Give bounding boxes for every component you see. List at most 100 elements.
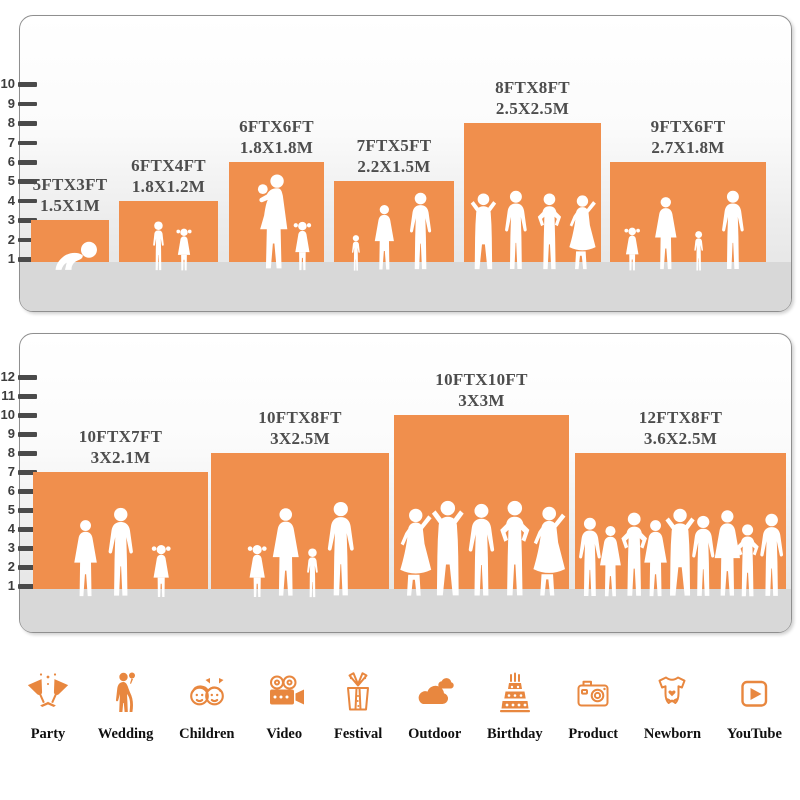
silhouette-crawling-baby [50, 240, 100, 272]
silhouette-girl [623, 226, 641, 272]
ruler-tick-label: 3 [7, 212, 15, 228]
silhouette-woman [652, 196, 680, 272]
backdrop-rect-7ftx5ft [334, 181, 454, 262]
small-backdrops-panel: 10 9 8 7 6 5 4 3 2 1 5FTX3FT 1.5X1M 6FTX4FT 1.8X1.2M 6… [1, 15, 792, 312]
ruler-tick-mark [18, 257, 37, 262]
category-label: Video [266, 726, 303, 742]
category-children: Children [179, 668, 234, 742]
product-icon [569, 668, 617, 720]
backdrop-size-label: 10FTX7FT 3X2.1M [31, 424, 211, 468]
silhouette-man [718, 190, 748, 272]
backdrop-size-label: 7FTX5FT 2.2X1.5M [304, 133, 484, 177]
size-meters-text: 1.5X1M [40, 196, 100, 216]
backdrop-size-label: 10FTX10FT 3X3M [392, 367, 572, 411]
size-meters-text: 2.7X1.8M [651, 138, 725, 157]
size-feet-text: 10FTX10FT [435, 370, 528, 389]
ruler-tick-mark [18, 160, 37, 165]
size-meters-text: 2.2X1.5M [357, 157, 431, 177]
floor-strip [20, 589, 791, 632]
party-icon [24, 668, 72, 720]
ruler-tick-mark [18, 198, 37, 204]
category-label: YouTube [726, 726, 782, 742]
backdrop-rect-10ftx7ft [33, 472, 208, 589]
silhouette-girl [175, 227, 193, 272]
backdrop-size-label: 5FTX3FT 1.5X1M [0, 172, 160, 216]
ruler-tick-mark [18, 470, 37, 475]
backdrop-size-label: 8FTX8FT 2.5X2.5M [443, 75, 623, 119]
ruler-tick-mark [18, 394, 37, 399]
size-feet-text: 6FTX4FT [131, 155, 206, 175]
ruler-tick-mark [18, 121, 37, 126]
ruler-tick-label: 6 [7, 154, 15, 169]
video-icon [260, 668, 308, 720]
ruler-tick-label: 11 [1, 388, 15, 403]
floor-strip [20, 262, 791, 311]
backdrop-size-label: 12FTX8FT 3.6X2.5M [591, 405, 771, 449]
category-wedding: Wedding [98, 668, 153, 742]
silhouette-man [501, 190, 531, 272]
ruler-tick-mark [18, 451, 37, 456]
ruler-tick-label: 7 [7, 134, 15, 150]
size-meters-text: 3X3M [458, 391, 505, 410]
category-youtube: YouTube [727, 668, 782, 742]
category-outdoor: Outdoor [408, 668, 461, 742]
ruler-tick-label: 12 [0, 369, 15, 384]
backdrop-rect-12ftx8ft [575, 453, 786, 589]
ruler-tick-mark [18, 101, 37, 107]
outdoor-icon [411, 668, 459, 720]
ruler-tick-label: 2 [7, 559, 15, 574]
backdrop-rect-6ftx6ft [229, 162, 324, 262]
backdrop-rect-9ftx6ft [610, 162, 766, 262]
silhouette-mother-holding-child [253, 174, 294, 272]
silhouette-man [756, 513, 787, 599]
ruler-tick-label: 4 [7, 192, 15, 208]
silhouette-child [303, 547, 322, 599]
ruler-tick-label: 6 [7, 483, 15, 498]
size-meters-text: 3.6X2.5M [643, 429, 718, 448]
ruler-tick-mark [18, 140, 37, 146]
ruler-tick-label: 5 [7, 173, 15, 189]
size-feet-text: 5FTX3FT [32, 175, 108, 195]
size-feet-text: 9FTX6FT [650, 117, 726, 136]
size-meters-text: 3X2.1M [90, 448, 151, 467]
silhouette-woman [71, 519, 100, 599]
ruler-tick-mark [18, 527, 37, 532]
backdrop-rect-8ftx8ft [464, 123, 601, 262]
backdrop-size-label: 9FTX6FT 2.7X1.8M [598, 114, 778, 158]
silhouette-boy [149, 220, 168, 272]
category-label: Festival [334, 726, 383, 742]
size-meters-text: 1.8X1.8M [239, 138, 314, 157]
ruler-tick-label: 8 [7, 115, 15, 131]
category-video: Video [260, 668, 308, 742]
wedding-icon [102, 668, 150, 720]
ruler-tick-label: 1 [7, 251, 15, 266]
ruler-tick-label: 10 [0, 407, 15, 422]
ruler-tick-mark [18, 82, 37, 87]
backdrop-size-label: 6FTX4FT 1.8X1.2M [79, 153, 259, 197]
ruler-tick-label: 2 [7, 231, 15, 247]
backdrop-rect-10ftx8ft [211, 453, 389, 589]
category-label: Product [568, 726, 619, 742]
medium-backdrops-panel: 12 11 10 9 8 7 6 5 4 3 2 1 10FTX7FT 3X2.1M 10FTX8FT 3X2… [1, 333, 792, 633]
size-feet-text: 10FTX7FT [78, 427, 163, 446]
ruler-tick-label: 7 [7, 464, 15, 479]
ruler-tick-mark [18, 546, 37, 551]
ruler-tick-label: 1 [7, 578, 15, 593]
newborn-icon [648, 668, 696, 720]
ruler-tick-mark [18, 508, 37, 513]
size-meters-text: 1.8X1.2M [131, 176, 206, 196]
ruler-tick-label: 9 [7, 426, 15, 441]
ruler-tick-mark [18, 237, 37, 243]
silhouette-woman-posing [527, 505, 570, 599]
ruler-tick-label: 4 [7, 521, 15, 536]
ruler-tick-label: 10 [0, 76, 15, 92]
category-birthday: Birthday [487, 668, 543, 742]
silhouette-child [691, 230, 706, 272]
festival-icon [334, 668, 382, 720]
ruler-tick-mark [18, 413, 37, 418]
silhouette-man-hands-on-hips [532, 192, 567, 272]
silhouette-man-posing [466, 192, 501, 272]
backdrop-rect-5ftx3ft [31, 220, 109, 262]
ruler-tick-mark [18, 432, 37, 437]
